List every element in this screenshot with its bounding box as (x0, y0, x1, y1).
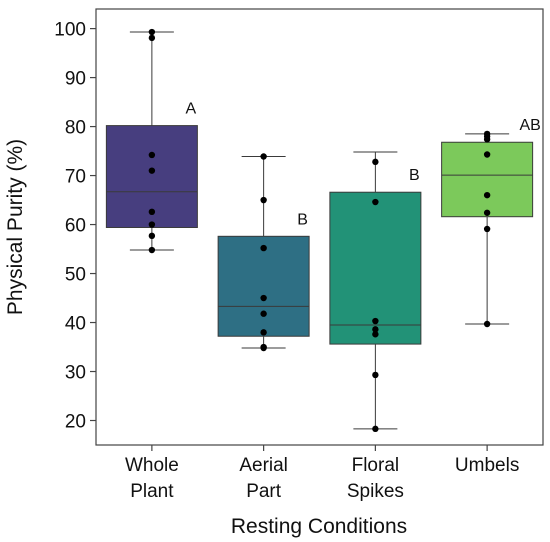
point-layer (148, 28, 491, 433)
data-point (148, 208, 156, 216)
y-tick-label: 90 (65, 69, 86, 90)
data-point (372, 317, 379, 325)
y-tick-label: 40 (65, 314, 86, 335)
data-point (483, 320, 491, 328)
x-category-label: Floral (352, 455, 400, 476)
x-category-label: Plant (130, 481, 174, 502)
data-point (148, 232, 156, 240)
significance-label: B (409, 167, 420, 184)
data-point (372, 198, 379, 206)
x-category-label: Part (246, 481, 282, 502)
data-point (372, 331, 379, 338)
box-layer (105, 31, 534, 430)
x-category-label: Whole (125, 455, 179, 476)
data-point (372, 425, 379, 433)
y-tick-label: 50 (65, 265, 86, 286)
data-point (148, 167, 156, 174)
significance-label: AB (519, 117, 540, 134)
data-point (483, 136, 491, 143)
data-point (483, 191, 491, 199)
iqr-box (217, 235, 310, 337)
x-axis-title: Resting Conditions (231, 515, 407, 538)
data-point (148, 151, 156, 159)
y-tick-label: 30 (65, 363, 86, 384)
data-point (148, 246, 156, 254)
x-category-label: Aerial (239, 455, 288, 476)
data-point (483, 225, 491, 233)
significance-label: A (186, 101, 197, 118)
data-point (148, 221, 156, 228)
y-tick-label: 100 (54, 20, 86, 41)
y-tick-label: 70 (65, 167, 86, 188)
data-point (372, 371, 379, 379)
significance-label: B (297, 211, 308, 228)
y-tick-label: 60 (65, 216, 86, 237)
data-point (148, 34, 156, 42)
data-point (260, 153, 267, 160)
axis-layer: 20 30 40 50 60 70 80 90 100 Whole Plant Aerial Part F… (54, 20, 519, 502)
data-point (260, 244, 267, 252)
y-tick-label: 20 (65, 412, 86, 433)
data-point (260, 344, 267, 352)
data-point (372, 158, 379, 166)
data-point (260, 196, 267, 204)
y-axis-title: Physical Purity (%) (4, 139, 27, 315)
x-category-label: Umbels (455, 455, 519, 476)
data-point (148, 28, 156, 36)
plot-frame (95, 8, 544, 446)
data-point (483, 209, 491, 216)
x-category-label: Spikes (347, 481, 404, 502)
y-tick-label: 80 (65, 118, 86, 139)
data-point (260, 329, 267, 336)
data-point (260, 310, 267, 317)
data-point (260, 294, 267, 302)
data-point (483, 151, 491, 158)
data-point (372, 326, 379, 333)
